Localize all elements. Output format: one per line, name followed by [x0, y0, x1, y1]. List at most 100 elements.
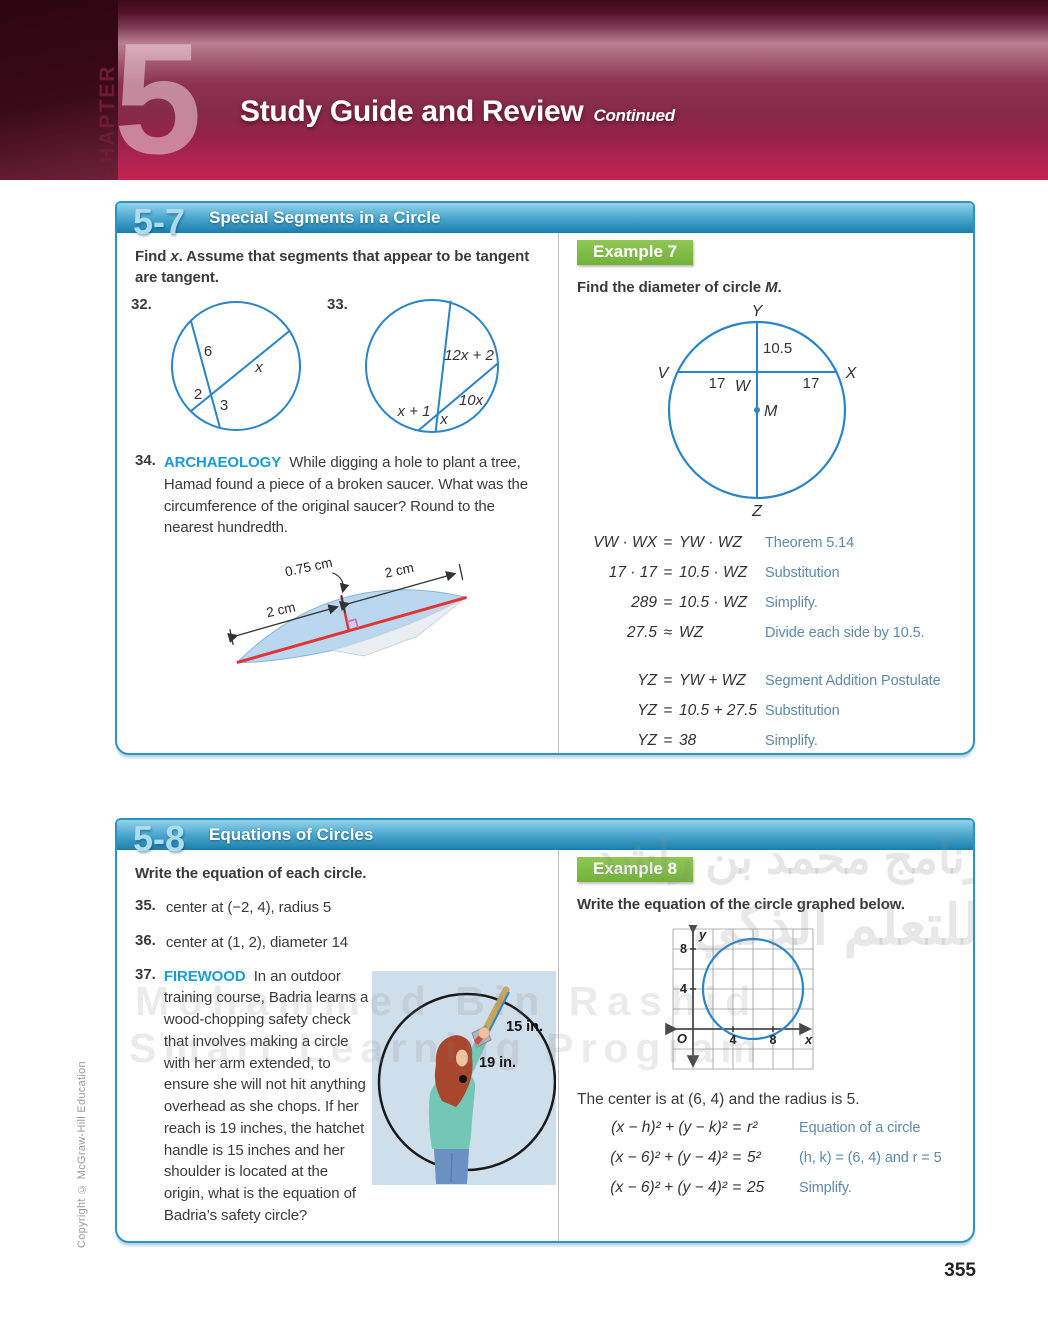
x-tick-label-4: 4 [730, 1033, 737, 1047]
example-7-label: Example 7 [577, 240, 694, 265]
solution-step: 17 · 17 = 10.5 · WZ Substitution [577, 564, 973, 582]
point-label-m: M [764, 403, 778, 420]
section-5-7-box: 5-7 Special Segments in a Circle Find x.… [115, 201, 975, 755]
section-5-7-header-bar: 5-7 Special Segments in a Circle [117, 202, 973, 242]
page-number: 355 [944, 1260, 976, 1281]
step-reason: (h, k) = (6, 4) and r = 5 [799, 1150, 942, 1166]
section-5-8-box: 5-8 Equations of Circles Write the equat… [115, 818, 975, 1243]
circle-32 [170, 301, 301, 431]
hatchet-length-label: 15 in. [506, 1019, 543, 1035]
circle-m-diagram: Y V W X M Z 10.5 17 17 [658, 303, 858, 520]
segment-label-yw: 10.5 [763, 340, 792, 357]
saucer-figure-wrap: 2 cm 2 cm 0.75 cm [195, 543, 558, 671]
dim-tick-right [458, 564, 464, 580]
solution-step: YZ = 38 Simplify. [577, 732, 973, 750]
chapter-number: 5 [114, 11, 202, 187]
example-7-solution-steps: VW · WX = YW · WZ Theorem 5.14 17 · 17 = 10.5… [577, 534, 973, 750]
segment-label-vw: 17 [709, 375, 726, 392]
step-reason: Divide each side by 10.5. [765, 625, 925, 641]
page-title: Study Guide and Review Continued [240, 95, 675, 129]
example-8-prompt: Write the equation of the circle graphed… [577, 896, 905, 913]
step-lhs: YZ [637, 702, 657, 719]
problem-34-body: While digging a hole to plant a tree, Ha… [163, 454, 529, 537]
chapter-header-band: CHAPTER 5 Study Guide and Review Continue… [0, 0, 1048, 180]
step-rhs: YW · WZ [679, 534, 742, 551]
circle-33 [364, 299, 499, 433]
solution-step: (x − 6)² + (y − 4)² = 5² (h, k) = (6, 4) an… [577, 1149, 973, 1167]
problem-36-text: center at (1, 2), diameter 14 [165, 933, 349, 951]
solution-step: VW · WX = YW · WZ Theorem 5.14 [577, 534, 973, 552]
step-reason: Simplify. [765, 733, 818, 749]
step-rhs: YW + WZ [679, 672, 746, 689]
step-rhs: 10.5 · WZ [679, 564, 748, 581]
dim-label-right: 2 cm [383, 560, 415, 581]
problem-36-number: 36. [135, 931, 156, 949]
solution-step: 289 = 10.5 · WZ Simplify. [577, 594, 973, 612]
wood-chopping-illustration: 15 in. 19 in. [371, 970, 556, 1185]
page-title-continued: Continued [593, 106, 675, 125]
step-rhs: r² [747, 1119, 758, 1136]
chord-33-a [434, 300, 452, 432]
example-7-column: Example 7 Find the diameter of circle M.… [558, 233, 973, 753]
step-op: = [663, 594, 673, 611]
solution-step: (x − 6)² + (y − 4)² = 25 Simplify. [577, 1179, 973, 1197]
segment-label-10x: 10x [459, 392, 484, 409]
right-angle-mark [346, 618, 359, 629]
step-lhs: 27.5 [626, 624, 657, 641]
step-lhs: (x − 6)² + (y − 4)² [610, 1179, 727, 1196]
step-reason: Simplify. [765, 595, 818, 611]
x-axis-label: x [804, 1032, 813, 1047]
segment-label-x: x [439, 411, 448, 428]
step-rhs: 10.5 · WZ [679, 594, 748, 611]
y-tick-label-8: 8 [680, 942, 687, 956]
segment-label-3: 3 [220, 397, 228, 414]
step-reason: Simplify. [799, 1180, 852, 1196]
step-reason: Equation of a circle [799, 1120, 921, 1136]
problem-35-number: 35. [135, 897, 156, 914]
step-reason: Segment Addition Postulate [765, 673, 941, 689]
section-5-8-number: 5-8 [133, 818, 186, 859]
point-label-v: V [658, 365, 670, 382]
step-lhs: (x − h)² + (y − k)² [611, 1119, 727, 1136]
problem-35: 35. center at (−2, 4), radius 5 [135, 897, 558, 919]
segment-label-2: 2 [194, 386, 202, 403]
step-rhs: 38 [679, 732, 697, 749]
x-tick-label-8: 8 [770, 1033, 777, 1047]
segment-label-x1: x + 1 [396, 403, 430, 420]
prompt-prefix: Find the diameter of circle [577, 279, 766, 296]
problem-37-keyword: FIREWOOD [163, 967, 246, 985]
step-lhs: VW · WX [593, 534, 657, 551]
segment-label-x: x [254, 359, 263, 376]
section-5-7-exercises-column: Find x. Assume that segments that appear… [117, 233, 558, 753]
y-axis-label: y [698, 927, 707, 942]
chord-32-b [190, 330, 291, 412]
problem-32-number: 32. [131, 296, 152, 313]
solution-step: (x − h)² + (y − k)² = r² Equation of a circ… [577, 1119, 973, 1137]
graphed-circle [701, 937, 805, 1041]
segment-label-6: 6 [204, 343, 212, 360]
step-rhs: WZ [679, 624, 704, 641]
y-tick-label-4: 4 [680, 982, 687, 996]
instruction-variable: x [170, 248, 179, 265]
step-op: ≈ [663, 624, 673, 641]
section-5-8-header-bar: 5-8 Equations of Circles [117, 819, 973, 859]
prompt-suffix: . [777, 279, 782, 296]
dim-tick-left [229, 629, 234, 646]
problem-34-number: 34. [135, 452, 156, 469]
step-op: = [732, 1149, 742, 1166]
step-op: = [732, 1119, 742, 1136]
point-label-y: Y [752, 303, 764, 320]
circle-graph: y x O 4 8 4 8 [665, 925, 814, 1070]
step-rhs: 10.5 + 27.5 [679, 702, 757, 719]
problem-37-body: In an outdoor training course, Badria le… [163, 967, 369, 1224]
problem-37: 37. FIREWOOD In an outdoor training cour… [135, 966, 558, 1227]
step-op: = [663, 534, 673, 551]
example-7-prompt: Find the diameter of circle M. [577, 277, 955, 298]
center-point-m [754, 407, 760, 413]
woman-face-front [455, 1049, 468, 1066]
step-reason: Substitution [765, 565, 840, 581]
step-reason: Substitution [765, 703, 840, 719]
step-lhs: 289 [631, 594, 657, 611]
instruction-rest: . Assume that segments that appear to be… [135, 248, 530, 286]
